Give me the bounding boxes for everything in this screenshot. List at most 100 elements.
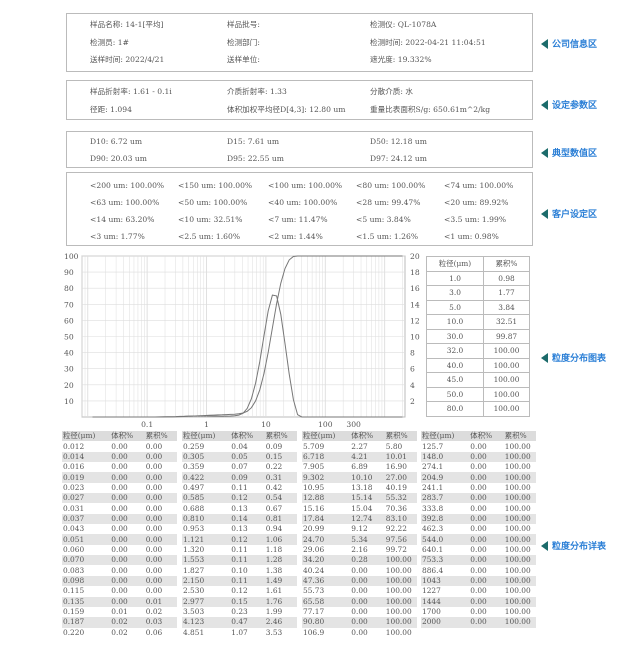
detail-cell: 40.24 — [303, 565, 325, 575]
detail-cell: 15.14 — [350, 493, 385, 504]
detail-cell: 0.47 — [230, 617, 265, 628]
customer-setting-field: <3 um: 1.77% — [90, 232, 145, 241]
table-row: 15.16 15.04 70.36 — [302, 503, 417, 513]
table-row: 1700 0.00 100.00 — [421, 607, 536, 617]
table-row: 0.810 0.14 0.81 — [182, 513, 297, 525]
detail-cell: 0.070 — [62, 555, 111, 566]
detail-cell: 283.7 — [421, 493, 470, 504]
summary-cell: 32.0 — [425, 343, 485, 359]
settings-field: 分散介质: 水 — [370, 87, 413, 96]
detail-cell: 0.15 — [264, 451, 297, 463]
detail-cell: 0.259 — [183, 441, 205, 451]
detail-cell: 0.00 — [145, 565, 163, 575]
detail-cell: 0.00 — [145, 544, 163, 554]
summary-cell: 5.0 — [425, 299, 485, 315]
table-row: 0.115 0.00 0.00 — [62, 586, 177, 596]
detail-header-cell: 累积% — [144, 431, 177, 442]
table-row: 0.027 0.00 0.00 — [62, 493, 177, 504]
table-row: 1.827 0.10 1.38 — [182, 565, 297, 575]
detail-cell: 0.00 — [110, 534, 145, 545]
detail-cell: 100.00 — [504, 524, 531, 534]
detail-cell: 2.27 — [351, 441, 368, 451]
table-row: 0.012 0.00 0.00 — [62, 441, 177, 451]
detail-cell: 100.00 — [503, 451, 536, 463]
table-row: 886.4 0.00 100.00 — [421, 565, 536, 575]
detail-header-cell: 体积% — [469, 431, 504, 442]
detail-cell: 1.76 — [264, 596, 297, 607]
detail-header-row: 粒径(μm) 体积% 累积% — [182, 431, 297, 442]
detail-cell: 9.302 — [302, 472, 351, 483]
summary-header-row: 粒径(μm) 累积% — [425, 256, 530, 272]
detail-cell: 1.99 — [265, 607, 283, 617]
detail-cell: 2.530 — [183, 586, 205, 596]
detail-cell: 0.016 — [63, 462, 85, 472]
detail-cell: 6.718 — [302, 451, 351, 463]
company-info-field: 样品批号: — [227, 20, 260, 29]
detail-cell: 100.00 — [385, 607, 412, 617]
detail-cell: 15.04 — [351, 503, 373, 513]
summary-cell: 45.0 — [425, 372, 485, 388]
detail-cell: 640.1 — [422, 544, 444, 554]
detail-cell: 0.023 — [63, 482, 85, 492]
detail-header-row: 粒径(μm) 体积% 累积% — [302, 431, 417, 442]
table-row: 0.023 0.00 0.00 — [62, 483, 177, 493]
customer-setting-field: <7 um: 11.47% — [268, 215, 328, 224]
detail-cell: 0.00 — [470, 586, 487, 596]
detail-cell: 99.72 — [385, 544, 407, 554]
detail-cell — [421, 628, 469, 638]
detail-cell: 34.20 — [302, 555, 351, 566]
detail-cell: 0.09 — [230, 472, 265, 483]
detail-cell: 0.00 — [110, 555, 145, 566]
y-tick-label: 60 — [64, 316, 74, 325]
particle-distribution-chart: 10 20 30 40 50 60 70 80 90 100 2 4 6 8 10 12 14 16 18 20 0.1… — [64, 252, 420, 429]
detail-cell: 1.28 — [264, 555, 297, 566]
detail-cell: 0.585 — [182, 493, 231, 504]
side-label-text: 粒度分布详表 — [552, 542, 607, 552]
customer-setting-field: <3.5 um: 1.99% — [444, 215, 507, 224]
detail-cell: 1.38 — [265, 565, 283, 575]
company-info-field: 样品名称: 14-1[平均] — [90, 20, 164, 29]
summary-cell: 1.77 — [483, 285, 530, 301]
detail-header-row: 粒径(μm) 体积% 累积% — [421, 431, 536, 442]
y-tick-label: 40 — [64, 349, 74, 358]
detail-cell: 1.61 — [265, 586, 283, 596]
y-tick-label: 50 — [64, 333, 74, 342]
table-row: 5.709 2.27 5.80 — [302, 441, 417, 451]
table-row: 1444 0.00 100.00 — [421, 596, 536, 607]
summary-cell: 50.0 — [425, 386, 485, 402]
company-info-field: 送样单位: — [227, 55, 260, 64]
summary-cell: 0.98 — [483, 270, 530, 286]
customer-setting-field: <150 um: 100.00% — [178, 181, 253, 190]
detail-cell: 0.00 — [111, 441, 128, 451]
detail-cell: 100.00 — [385, 627, 412, 637]
table-row: 2.977 0.15 1.76 — [182, 596, 297, 607]
detail-cell: 100.00 — [384, 555, 417, 566]
detail-cell: 0.12 — [230, 493, 265, 504]
table-row: 0.016 0.00 0.00 — [62, 462, 177, 472]
detail-table: 粒径(μm) 体积% 累积% 5.709 2.27 5.80 6.718 4.21 10.01 7… — [302, 431, 417, 638]
table-row: 7.905 6.89 16.90 — [302, 462, 417, 472]
table-row: 47.36 0.00 100.00 — [302, 575, 417, 587]
detail-cell: 2.16 — [351, 544, 368, 554]
detail-cell: 0.42 — [265, 482, 283, 492]
y-tick-label: 30 — [64, 365, 74, 374]
customer-setting-field: <100 um: 100.00% — [268, 181, 343, 190]
detail-cell: 392.8 — [421, 513, 470, 525]
y2-tick-label: 12 — [410, 316, 420, 325]
detail-cell: 0.67 — [265, 503, 283, 513]
detail-cell: 0.00 — [110, 472, 145, 483]
side-label-text: 粒度分布图表 — [552, 354, 607, 364]
detail-header-cell: 累积% — [264, 431, 297, 442]
detail-header-cell: 体积% — [230, 431, 265, 442]
table-row: 125.7 0.00 100.00 — [421, 441, 536, 451]
y2-tick-label: 10 — [410, 333, 420, 342]
table-row: 0.135 0.00 0.01 — [62, 596, 177, 607]
typical-value-field: D90: 20.03 um — [90, 154, 147, 163]
customer-setting-field: <63 um: 100.00% — [90, 198, 160, 207]
detail-cell: 10.95 — [303, 482, 325, 492]
detail-cell: 0.02 — [111, 627, 128, 637]
table-row: 77.17 0.00 100.00 — [302, 607, 417, 617]
summary-row: 3.0 1.77 — [425, 285, 530, 301]
customer-setting-field: <14 um: 63.20% — [90, 215, 155, 224]
table-row: 462.3 0.00 100.00 — [421, 524, 536, 534]
